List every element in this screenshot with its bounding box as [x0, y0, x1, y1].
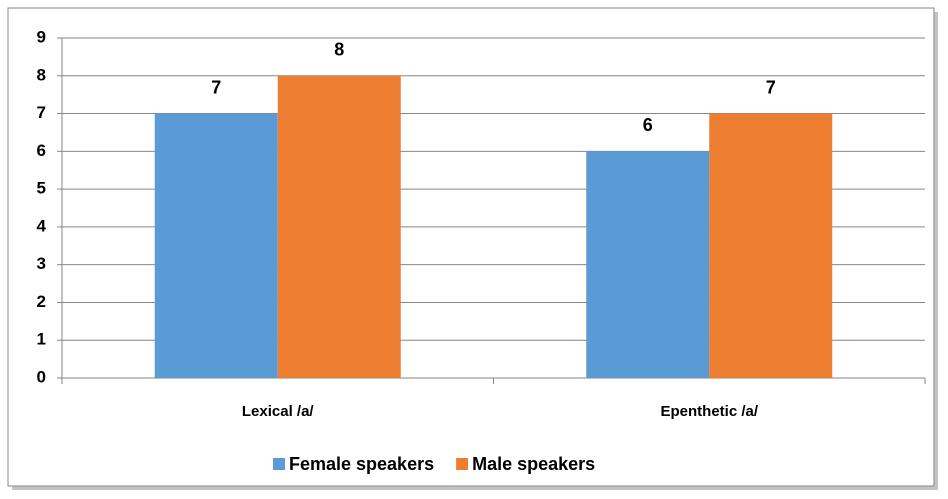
- y-tick-label: 9: [37, 27, 46, 46]
- legend-label: Female speakers: [289, 454, 434, 474]
- y-tick-label: 1: [37, 330, 46, 349]
- x-tick-label: Lexical /a/: [242, 403, 315, 420]
- data-label: 7: [766, 77, 776, 97]
- data-label: 7: [211, 77, 221, 97]
- y-tick-label: 6: [37, 141, 46, 160]
- bar: [277, 75, 401, 379]
- y-tick-label: 2: [37, 292, 46, 311]
- y-tick-label: 8: [37, 65, 46, 84]
- y-tick-label: 7: [37, 103, 46, 122]
- data-label: 8: [334, 40, 344, 60]
- bar: [709, 113, 833, 379]
- legend-swatch: [456, 458, 469, 470]
- x-tick-label: Epenthetic /a/: [660, 403, 758, 420]
- legend-swatch: [273, 458, 285, 470]
- y-tick-label: 0: [37, 367, 46, 386]
- y-tick-label: 4: [37, 216, 47, 235]
- y-tick-label: 5: [37, 179, 46, 198]
- bar: [154, 113, 278, 379]
- data-label: 6: [643, 115, 653, 135]
- legend-label: Male speakers: [472, 454, 595, 474]
- bar: [586, 151, 710, 378]
- y-tick-label: 3: [37, 254, 46, 273]
